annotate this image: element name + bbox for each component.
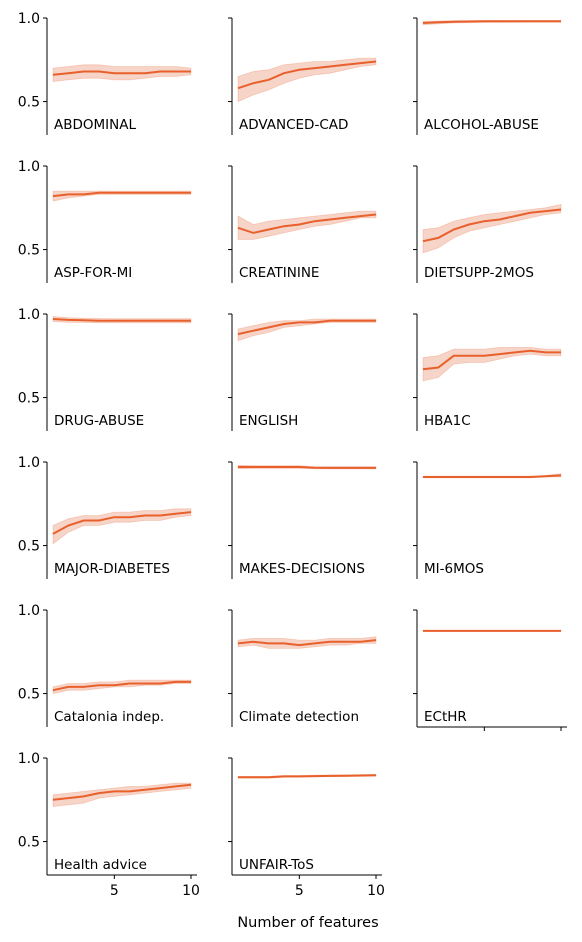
panel-14-label: Climate detection [239,709,359,725]
panel-2-label: ADVANCED-CAD [239,117,348,133]
panel-13-label: Catalonia indep. [54,709,164,725]
panel-12-label: MI-6MOS [424,561,484,577]
panel-3-line [422,20,561,24]
panel-10-label: MAJOR-DIABETES [54,561,170,577]
panel-8-label: ENGLISH [239,413,298,429]
y-tick-label: 1.0 [18,751,40,767]
panel-16-line [52,783,192,801]
panel-17-line [238,774,377,779]
x-tick-label: 5 [295,883,304,899]
panel-10-band [52,508,192,545]
panel-7-line [52,318,191,322]
panel-8-line [237,319,376,336]
y-tick-label: 0.5 [18,687,40,703]
panel-14-line [237,639,377,647]
panel-4-line [52,191,191,198]
panel-15-label: ECtHR [424,709,467,725]
panel-17-label: UNFAIR-ToS [239,857,314,873]
x-tick-label: 10 [367,883,385,899]
y-tick-label: 0.5 [18,243,40,259]
panel-3-label: ALCOHOL-ABUSE [424,117,539,133]
y-tick-label: 1.0 [18,11,40,27]
panel-13-line [52,680,191,692]
panel-5-label: CREATININE [239,265,319,281]
panel-7-label: DRUG-ABUSE [54,413,144,429]
panel-9-label: HBA1C [424,413,471,429]
y-tick-label: 1.0 [18,455,40,471]
panel-2-band [237,57,377,103]
panel-6-line [422,208,562,243]
panel-12-line [423,474,562,478]
panel-10-line [52,511,192,535]
panel-6-label: DIETSUPP-2MOS [424,265,534,281]
panel-4-label: ASP-FOR-MI [54,265,132,281]
x-tick-label: 5 [110,883,119,899]
panel-11-label: MAKES-DECISIONS [239,561,365,577]
y-tick-label: 1.0 [18,603,40,619]
panel-1-label: ABDOMINAL [54,117,136,133]
panel-5-line [237,213,377,234]
panel-11-line [238,466,376,469]
panel-1-line [52,70,191,76]
y-tick-label: 0.5 [18,95,40,111]
panel-16-label: Health advice [54,857,147,873]
panel-9-line [422,349,561,371]
y-tick-label: 0.5 [18,835,40,851]
y-tick-label: 1.0 [18,159,40,175]
panel-2-line [237,60,377,90]
y-tick-label: 1.0 [18,307,40,323]
y-tick-label: 0.5 [18,539,40,555]
panel-8-band [237,318,377,342]
panel-14-band [237,636,377,649]
x-axis-title: Number of features [237,915,378,931]
x-tick-label: 10 [182,883,200,899]
panel-5-band [237,210,377,240]
y-tick-label: 0.5 [18,391,40,407]
panel-6-band [422,203,562,254]
